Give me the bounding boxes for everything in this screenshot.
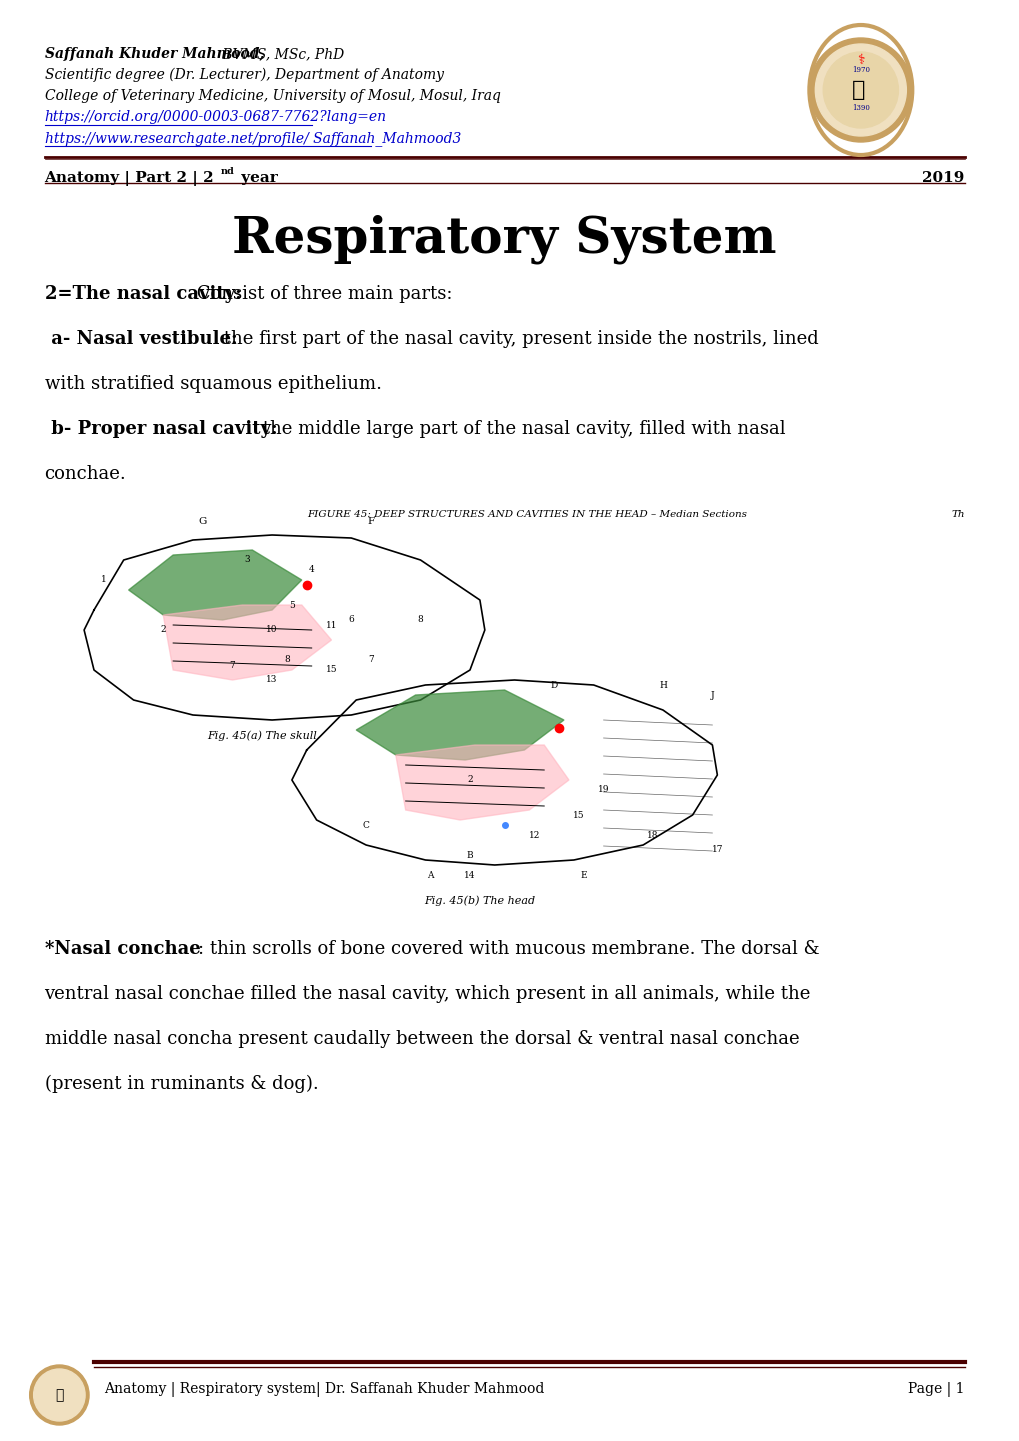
Text: year: year bbox=[236, 171, 278, 184]
Text: A: A bbox=[427, 870, 433, 879]
Text: 4: 4 bbox=[309, 565, 314, 575]
Text: G: G bbox=[199, 517, 207, 526]
Text: 8: 8 bbox=[283, 656, 289, 664]
Text: with stratified squamous epithelium.: with stratified squamous epithelium. bbox=[45, 375, 381, 393]
Text: B: B bbox=[467, 850, 473, 859]
Text: 2: 2 bbox=[467, 775, 473, 784]
Text: ⚕: ⚕ bbox=[856, 53, 864, 66]
Text: 12: 12 bbox=[528, 830, 539, 840]
Text: ventral nasal conchae filled the nasal cavity, which present in all animals, whi: ventral nasal conchae filled the nasal c… bbox=[45, 986, 810, 1003]
Text: middle nasal concha present caudally between the dorsal & ventral nasal conchae: middle nasal concha present caudally bet… bbox=[45, 1030, 798, 1048]
Text: 11: 11 bbox=[325, 621, 337, 630]
Circle shape bbox=[814, 45, 906, 135]
Text: 2019: 2019 bbox=[921, 171, 964, 184]
Text: https://www.researchgate.net/profile/ Saffanah_Mahmood3: https://www.researchgate.net/profile/ Sa… bbox=[45, 131, 461, 146]
Text: 13: 13 bbox=[266, 676, 277, 684]
Text: 19: 19 bbox=[597, 785, 608, 794]
Circle shape bbox=[34, 1369, 85, 1421]
Text: *Nasal conchae: *Nasal conchae bbox=[45, 940, 200, 958]
Text: : thin scrolls of bone covered with mucous membrane. The dorsal &: : thin scrolls of bone covered with muco… bbox=[198, 940, 818, 958]
Polygon shape bbox=[163, 605, 331, 680]
Text: 17: 17 bbox=[711, 846, 722, 855]
Text: 10: 10 bbox=[266, 625, 277, 634]
Text: 2=The nasal cavity:: 2=The nasal cavity: bbox=[45, 285, 242, 303]
Text: Page | 1: Page | 1 bbox=[907, 1382, 964, 1396]
Text: https://orcid.org/0000-0003-0687-7762?lang=en: https://orcid.org/0000-0003-0687-7762?la… bbox=[45, 110, 386, 124]
Text: D: D bbox=[550, 680, 557, 689]
Text: Scientific degree (Dr. Lecturer), Department of Anatomy: Scientific degree (Dr. Lecturer), Depart… bbox=[45, 68, 443, 82]
Circle shape bbox=[30, 1365, 89, 1425]
Text: a- Nasal vestibule:: a- Nasal vestibule: bbox=[45, 330, 237, 347]
Polygon shape bbox=[356, 690, 564, 759]
Text: 3: 3 bbox=[245, 555, 250, 565]
Text: Fig. 45(a) The skull: Fig. 45(a) The skull bbox=[207, 731, 317, 741]
Text: Th: Th bbox=[951, 510, 964, 519]
Text: H: H bbox=[658, 680, 666, 689]
Text: 8: 8 bbox=[417, 615, 423, 624]
Text: nd: nd bbox=[220, 167, 234, 176]
Text: the first part of the nasal cavity, present inside the nostrils, lined: the first part of the nasal cavity, pres… bbox=[217, 330, 817, 347]
Text: C: C bbox=[363, 820, 369, 830]
Text: the middle large part of the nasal cavity, filled with nasal: the middle large part of the nasal cavit… bbox=[257, 419, 785, 438]
Text: 🐑: 🐑 bbox=[55, 1388, 63, 1402]
Text: (present in ruminants & dog).: (present in ruminants & dog). bbox=[45, 1075, 318, 1094]
Text: 15: 15 bbox=[325, 666, 337, 674]
Text: 18: 18 bbox=[647, 830, 658, 840]
Text: J: J bbox=[710, 690, 713, 699]
Text: 6: 6 bbox=[348, 615, 354, 624]
Text: FIGURE 45: DEEP STRUCTURES AND CAVITIES IN THE HEAD – Median Sections: FIGURE 45: DEEP STRUCTURES AND CAVITIES … bbox=[307, 510, 746, 519]
Text: 5: 5 bbox=[288, 601, 294, 610]
Text: 1390: 1390 bbox=[851, 104, 869, 112]
Circle shape bbox=[809, 37, 911, 143]
Text: 7: 7 bbox=[229, 660, 235, 670]
Text: 15: 15 bbox=[573, 810, 584, 820]
Text: Consist of three main parts:: Consist of three main parts: bbox=[191, 285, 452, 303]
Text: Anatomy | Respiratory system| Dr. Saffanah Khuder Mahmood: Anatomy | Respiratory system| Dr. Saffan… bbox=[104, 1382, 544, 1396]
Text: E: E bbox=[580, 870, 587, 879]
Text: 1970: 1970 bbox=[851, 66, 869, 73]
Text: Respiratory System: Respiratory System bbox=[232, 215, 776, 265]
Polygon shape bbox=[128, 550, 302, 620]
Polygon shape bbox=[395, 745, 569, 820]
Text: 7: 7 bbox=[368, 656, 374, 664]
Text: conchae.: conchae. bbox=[45, 465, 126, 483]
Text: b- Proper nasal cavity:: b- Proper nasal cavity: bbox=[45, 419, 277, 438]
Text: College of Veterinary Medicine, University of Mosul, Mosul, Iraq: College of Veterinary Medicine, Universi… bbox=[45, 89, 500, 102]
Text: 14: 14 bbox=[464, 870, 475, 879]
Text: 2: 2 bbox=[160, 625, 166, 634]
Text: Anatomy | Part 2 | 2: Anatomy | Part 2 | 2 bbox=[45, 171, 214, 186]
Text: BVMS, MSc, PhD: BVMS, MSc, PhD bbox=[217, 48, 343, 61]
Text: Fig. 45(b) The head: Fig. 45(b) The head bbox=[424, 895, 535, 905]
Text: 🐑: 🐑 bbox=[851, 81, 865, 99]
Text: 1: 1 bbox=[101, 575, 107, 585]
Text: Saffanah Khuder Mahmood,: Saffanah Khuder Mahmood, bbox=[45, 48, 264, 61]
Text: F: F bbox=[367, 517, 374, 526]
Circle shape bbox=[822, 52, 898, 128]
